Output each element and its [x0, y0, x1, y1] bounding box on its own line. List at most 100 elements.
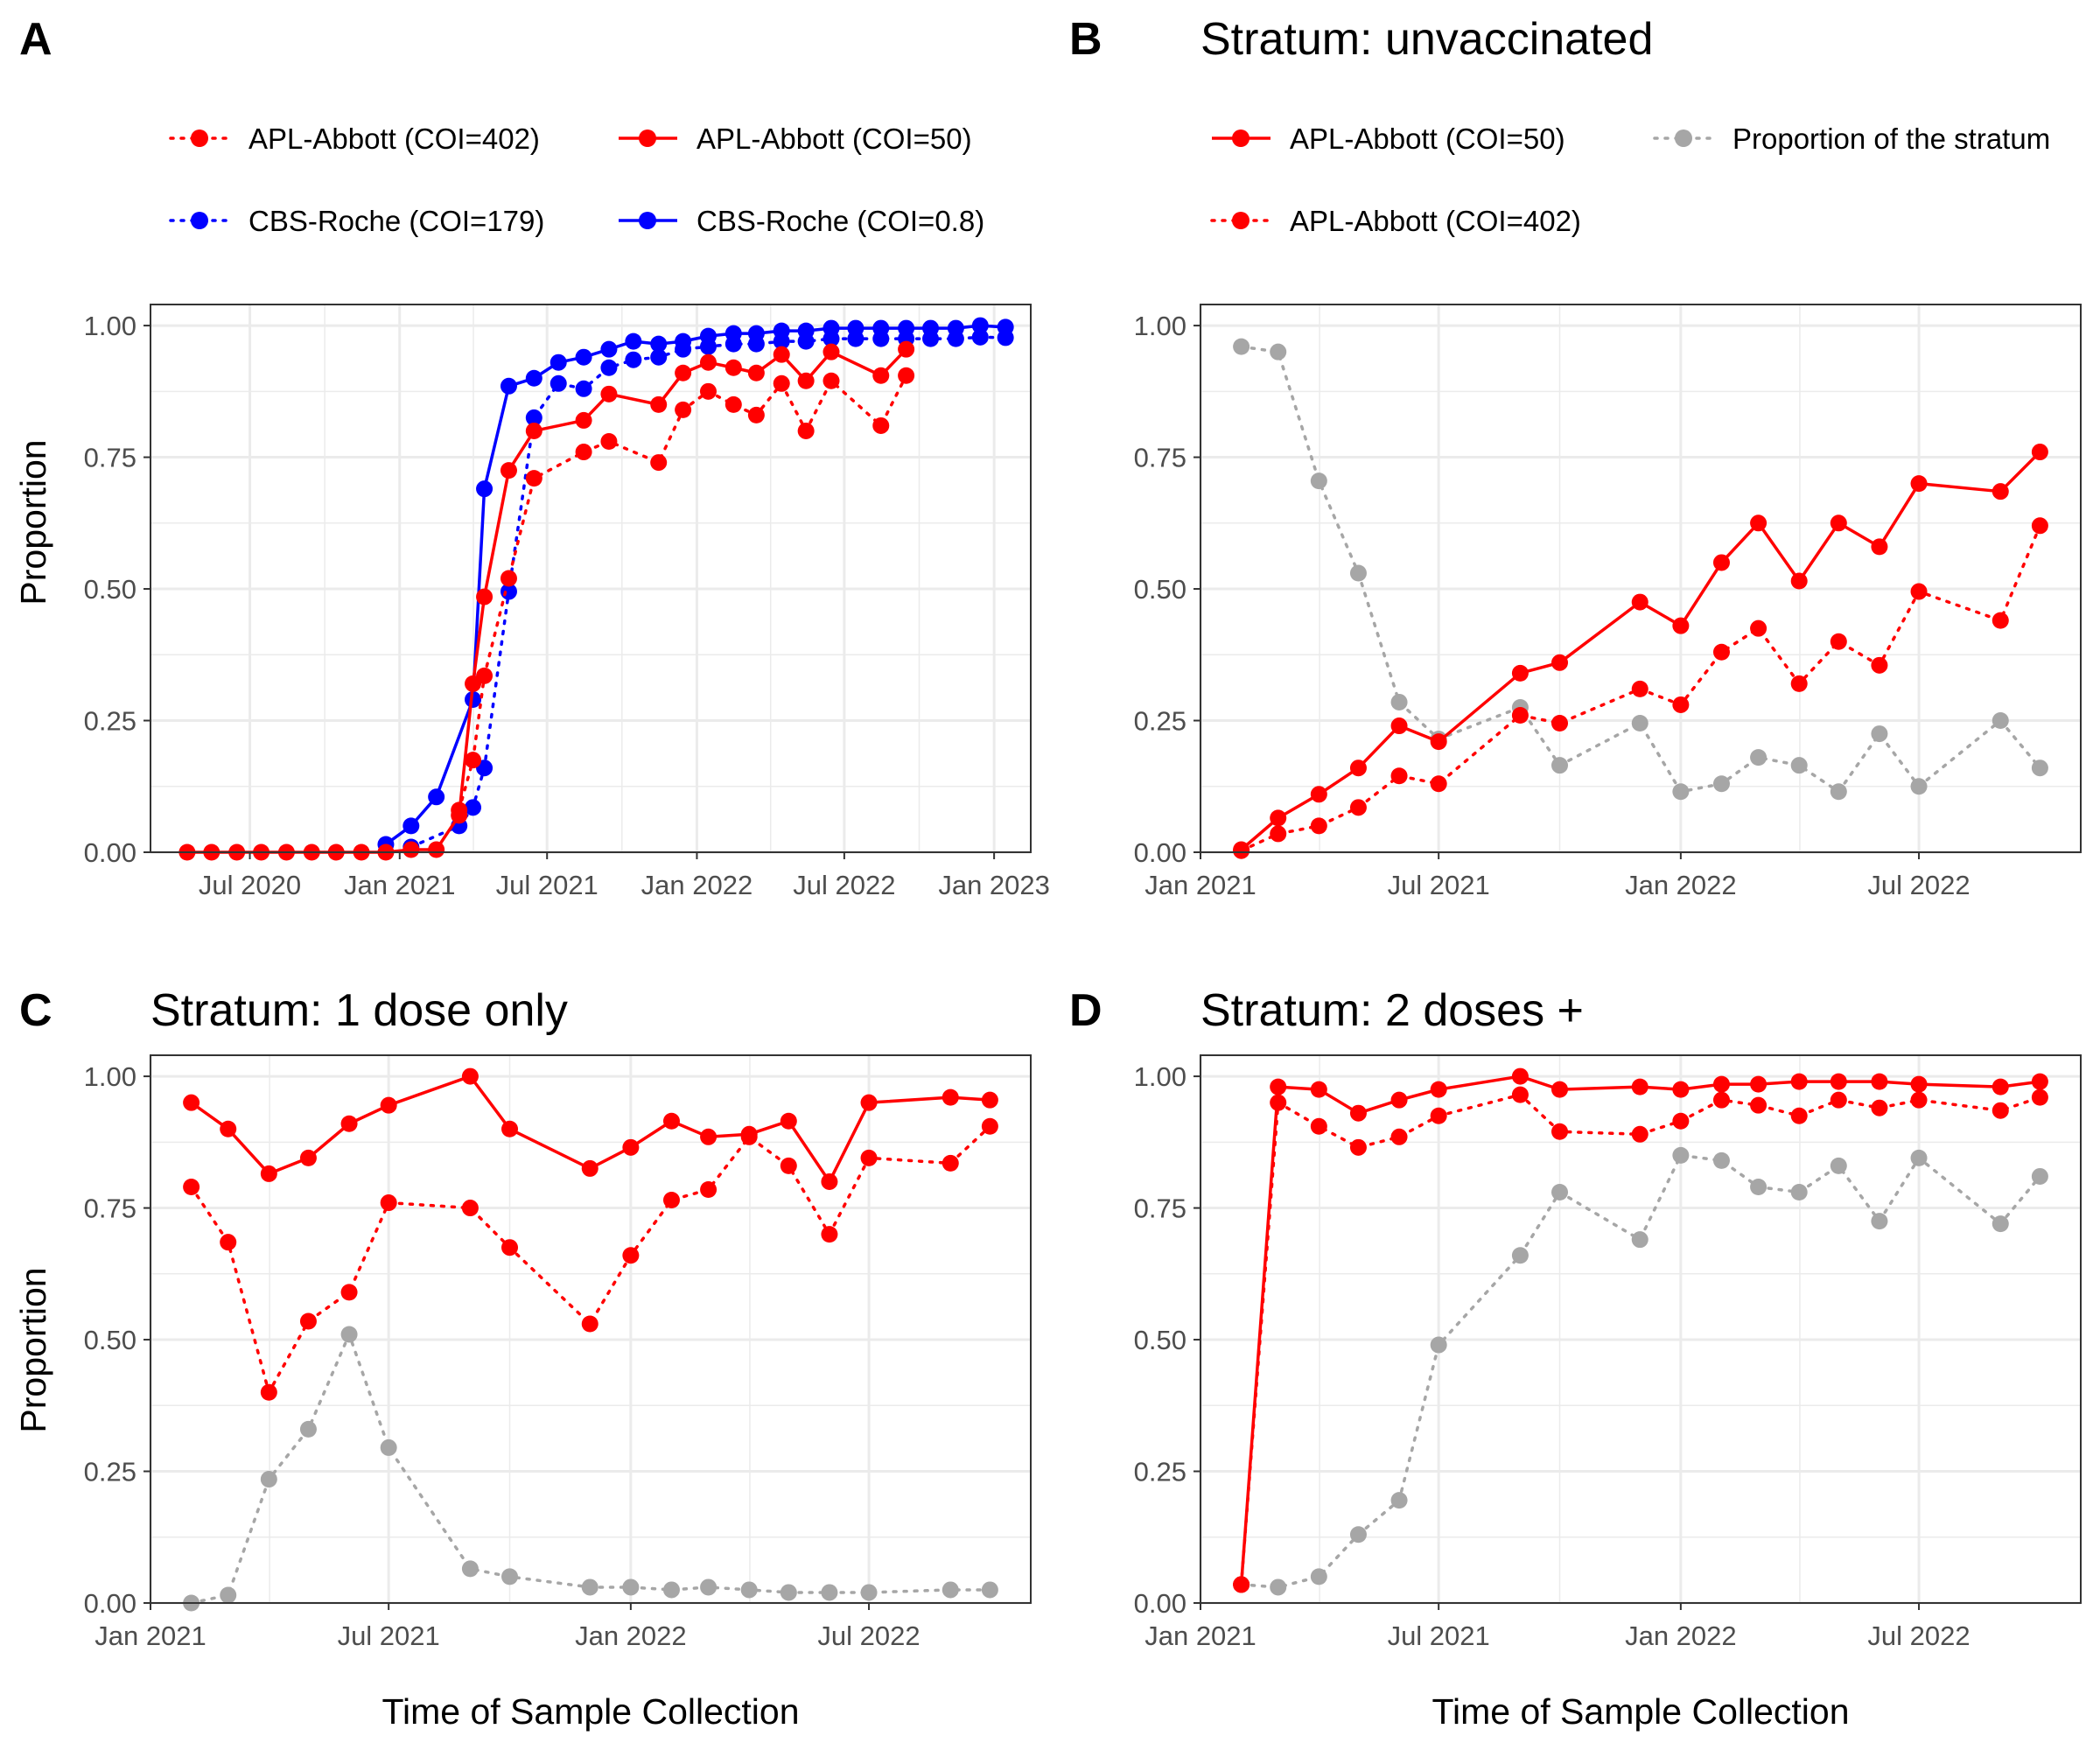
legend-b-item-apl-50: APL-Abbott (COI=50) — [1212, 122, 1565, 155]
panel-b-point-apl-abbott-coi-50 — [1390, 718, 1408, 735]
panel-d-point-apl-abbott-coi-50 — [1551, 1081, 1569, 1098]
panel-a-point-cbs-roche-coi-179 — [625, 351, 642, 368]
panel-d-point-apl-abbott-coi-402 — [2031, 1088, 2048, 1106]
panel-a-point-apl-abbott-coi-402 — [872, 416, 890, 434]
panel-a-point-cbs-roche-coi-0-8 — [797, 322, 815, 340]
panel-b-point-apl-abbott-coi-50 — [1750, 514, 1768, 532]
panel-b-point-proportion-of-the-stratum — [1910, 778, 1928, 795]
panel-b-point-apl-abbott-coi-402 — [1430, 775, 1447, 793]
panel-c-point-apl-abbott-coi-50 — [220, 1120, 237, 1138]
panel-a-point-apl-abbott-coi-402 — [747, 406, 765, 424]
panel-c-point-apl-abbott-coi-50 — [299, 1149, 317, 1166]
panel-a-plot: 0.00 0.25 0.50 0.75 1.00 Jul 2020 Jan 2021 Jul … — [84, 304, 1050, 900]
panel-c-point-apl-abbott-coi-50 — [501, 1120, 519, 1138]
panel-a-point-cbs-roche-coi-0-8 — [675, 332, 692, 350]
panel-a-point-apl-abbott-coi-402 — [797, 422, 815, 439]
panel-d-point-proportion-of-the-stratum — [1349, 1526, 1367, 1544]
panel-c-point-apl-abbott-coi-402 — [183, 1178, 200, 1195]
legend-b: APL-Abbott (COI=50) Proportion of the st… — [1210, 122, 2050, 237]
panel-b-point-apl-abbott-coi-402 — [1390, 767, 1408, 785]
panel-c-point-apl-abbott-coi-50 — [662, 1112, 680, 1130]
panel-a-point-apl-abbott-coi-50 — [699, 354, 717, 371]
panel-c-point-apl-abbott-coi-402 — [780, 1157, 797, 1174]
panel-c-point-apl-abbott-coi-402 — [622, 1247, 640, 1264]
panel-a-point-apl-abbott-coi-50 — [797, 372, 815, 389]
panel-a-x-tick-label: Jul 2020 — [199, 870, 301, 900]
panel-a-point-cbs-roche-coi-0-8 — [525, 369, 542, 387]
panel-c-point-proportion-of-the-stratum — [662, 1581, 680, 1599]
panel-b-point-proportion-of-the-stratum — [1830, 783, 1847, 801]
legend-b-item-apl-402: APL-Abbott (COI=402) — [1210, 205, 1581, 237]
panel-c-y-tick-label: 0.25 — [84, 1457, 136, 1488]
panel-b-point-apl-abbott-coi-402 — [1511, 707, 1529, 724]
panel-c-point-apl-abbott-coi-402 — [981, 1117, 998, 1135]
panel-a-ylabel: Proportion — [13, 439, 53, 605]
panel-d-point-proportion-of-the-stratum — [1910, 1149, 1928, 1166]
panel-b-point-proportion-of-the-stratum — [1551, 757, 1569, 774]
panel-c-series-line-proportion-of-the-stratum — [189, 1333, 992, 1605]
panel-a-point-cbs-roche-coi-0-8 — [650, 335, 668, 353]
panel-b-point-apl-abbott-coi-402 — [1349, 799, 1367, 816]
panel-c-point-apl-abbott-coi-50 — [942, 1088, 959, 1106]
panel-a-x-tick-label: Jul 2022 — [793, 870, 895, 900]
panel-c-point-proportion-of-the-stratum — [622, 1578, 640, 1596]
legend-a-item-cbs-08: CBS-Roche (COI=0.8) — [619, 205, 984, 237]
panel-c-point-apl-abbott-coi-402 — [260, 1383, 277, 1401]
panel-a-x-tick-label: Jan 2023 — [938, 870, 1050, 900]
panel-d-point-apl-abbott-coi-50 — [1631, 1078, 1648, 1096]
panel-b-point-apl-abbott-coi-50 — [1349, 760, 1367, 777]
panel-d-point-apl-abbott-coi-402 — [1631, 1125, 1648, 1143]
panel-c-point-proportion-of-the-stratum — [260, 1471, 277, 1488]
panel-b-point-apl-abbott-coi-50 — [1992, 483, 2009, 500]
panel-d-point-apl-abbott-coi-402 — [1310, 1117, 1327, 1135]
panel-a-point-apl-abbott-coi-50 — [724, 359, 742, 376]
panel-b-point-apl-abbott-coi-50 — [1910, 475, 1928, 493]
panel-c-point-apl-abbott-coi-50 — [860, 1094, 878, 1111]
panel-b-point-apl-abbott-coi-50 — [1830, 514, 1847, 532]
panel-d-point-proportion-of-the-stratum — [1871, 1213, 1888, 1230]
panel-c-point-apl-abbott-coi-402 — [700, 1180, 718, 1198]
panel-d-point-apl-abbott-coi-402 — [1390, 1128, 1408, 1145]
panel-c-point-apl-abbott-coi-402 — [821, 1226, 838, 1243]
legend-b-item-stratum: Proportion of the stratum — [1653, 122, 2050, 155]
panel-a-point-apl-abbott-coi-402 — [500, 570, 517, 587]
panel-c-point-proportion-of-the-stratum — [501, 1568, 519, 1586]
panel-d-point-proportion-of-the-stratum — [1830, 1157, 1847, 1174]
panel-b-series-line-proportion-of-the-stratum — [1239, 345, 2042, 794]
panel-a-x-tick-label: Jan 2022 — [641, 870, 753, 900]
panel-d-x-tick-label: Jan 2022 — [1625, 1620, 1737, 1651]
panel-a-letter: A — [19, 14, 52, 65]
panel-a-y-tick-label: 0.00 — [84, 837, 136, 868]
panel-b-point-proportion-of-the-stratum — [1790, 757, 1808, 774]
panel-a-point-cbs-roche-coi-0-8 — [872, 319, 890, 337]
panel-d-point-apl-abbott-coi-50 — [1790, 1073, 1808, 1090]
panel-c-point-apl-abbott-coi-50 — [622, 1138, 640, 1156]
panel-b-border — [1200, 304, 2082, 853]
panel-d-point-apl-abbott-coi-402 — [1871, 1099, 1888, 1116]
panel-b-point-apl-abbott-coi-50 — [1270, 809, 1287, 827]
panel-c-point-proportion-of-the-stratum — [220, 1586, 237, 1604]
panel-b-y-tick-label: 0.50 — [1134, 574, 1186, 605]
panel-a-point-apl-abbott-coi-402 — [525, 470, 542, 487]
panel-a-point-apl-abbott-coi-50 — [465, 675, 482, 692]
panel-a-point-cbs-roche-coi-0-8 — [997, 318, 1014, 336]
legend-a-label-cbs-08: CBS-Roche (COI=0.8) — [696, 205, 984, 237]
panel-c-point-apl-abbott-coi-402 — [942, 1154, 959, 1172]
panel-b-point-apl-abbott-coi-402 — [1310, 817, 1327, 835]
panel-a-point-cbs-roche-coi-0-8 — [600, 340, 618, 358]
panel-a-point-apl-abbott-coi-50 — [675, 364, 692, 382]
panel-a-border — [150, 304, 1032, 853]
panel-a-point-cbs-roche-coi-0-8 — [898, 319, 915, 337]
panel-d-point-apl-abbott-coi-50 — [1992, 1078, 2009, 1096]
panel-b-point-apl-abbott-coi-50 — [2031, 444, 2048, 461]
legend-a: APL-Abbott (COI=402) APL-Abbott (COI=50)… — [169, 122, 984, 237]
panel-d-x-tick-label: Jan 2021 — [1144, 1620, 1256, 1651]
panel-b-letter: B — [1069, 14, 1102, 65]
panel-b-point-apl-abbott-coi-50 — [1712, 554, 1730, 571]
panel-b-point-apl-abbott-coi-402 — [1672, 696, 1690, 713]
panel-c-y-tick-label: 0.00 — [84, 1588, 136, 1619]
panel-a-point-cbs-roche-coi-0-8 — [402, 817, 420, 835]
panel-a-point-apl-abbott-coi-402 — [465, 752, 482, 769]
panel-a-y-tick-label: 0.50 — [84, 574, 136, 605]
